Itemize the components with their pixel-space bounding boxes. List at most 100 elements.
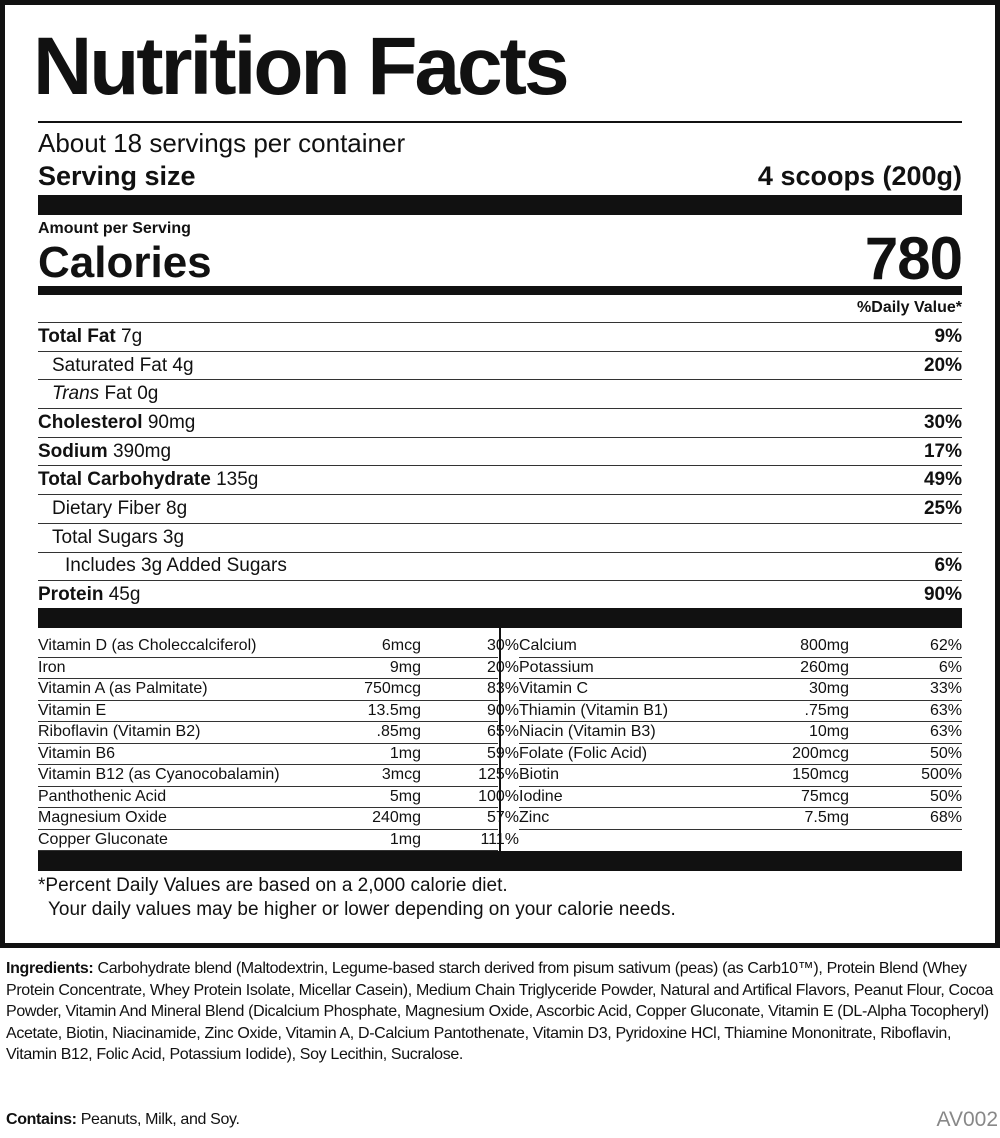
label-title: Nutrition Facts [33,21,570,112]
daily-value-header: %Daily Value* [857,299,962,316]
vitamin-name: Vitamin C [519,680,589,697]
nutrient-name: Total Fat [38,325,116,347]
nutrient-amount: 8g [166,497,188,519]
divider [38,121,962,123]
vitamin-daily-value: 62% [929,637,962,654]
vitamin-name: Vitamin E [38,701,107,719]
nutrient-row: Trans Fat 0g [38,379,962,408]
nutrient-daily-value: 25% [923,497,962,519]
footnote-line-1: *Percent Daily Values are based on a 2,0… [38,875,508,896]
product-code: AV002 [936,1108,999,1131]
nutrient-amount: 3g [162,526,185,548]
nutrient-name: Includes 3g Added Sugars [65,555,287,577]
vitamin-daily-value: 20% [486,658,519,676]
vitamin-row: Copper Gluconate1mg111% [38,830,519,851]
vitamin-row: Vitamin A (as Palmitate) 750mcg 83% [38,679,519,701]
vitamin-name: Riboflavin (Vitamin B2) [38,723,201,740]
vitamin-amount: 13.5mg [367,701,421,719]
vitamin-row: Iodine 75mcg 50% [519,787,962,808]
vitamin-name: Biotin [519,766,560,783]
nutrient-name: Trans [52,383,100,405]
vitamin-name: Magnesium Oxide [38,809,167,826]
nutrient-list: Total Fat 7g 9% Saturated Fat 4g 20% Trans F… [38,322,962,609]
thick-divider [38,195,962,215]
servings-per-container: About 18 servings per container [38,128,406,158]
serving-size-row: Serving size 4 scoops (200g) [38,160,962,192]
vitamin-row: Biotin 150mcg 500% [519,765,962,787]
nutrient-daily-value: 9% [934,325,962,347]
nutrient-row: Sodium 390mg 17% [38,436,962,466]
serving-size-label: Serving size [38,161,196,191]
nutrient-name-suffix: Fat [104,383,132,405]
ingredients-label: Ingredients: [6,960,94,977]
calories-value: 780 [864,225,963,292]
nutrient-daily-value: 6% [934,555,962,577]
vitamin-row: Calcium 800mg 62% [519,636,962,658]
medium-divider [38,286,962,295]
vitamin-row: Folate (Folic Acid) 200mcg 50% [519,744,962,765]
nutrient-name-group: Includes 3g Added Sugars [38,555,287,577]
vitamin-name: Niacin (Vitamin B3) [519,723,656,740]
vitamin-daily-value: 63% [929,701,962,719]
vitamin-amount: 1mg [389,830,421,848]
nutrient-name-group: Total Carbohydrate 135g [38,469,258,491]
vitamin-amount: 7.5mg [804,809,849,826]
nutrient-row: Cholesterol 90mg 30% [38,408,962,437]
nutrient-name: Dietary Fiber [52,497,161,519]
nutrient-name-group: Trans Fat 0g [38,383,158,405]
vitamins-right-column: Calcium 800mg 62% Potassium 260mg 6% Vitamin C… [519,636,962,830]
vitamin-row: Vitamin B6 1mg 59% [38,744,519,765]
nutrient-name: Protein [38,584,104,606]
vitamin-daily-value: 33% [929,680,962,697]
vitamin-amount: .85mg [376,723,421,740]
nutrient-daily-value: 30% [923,411,962,433]
vitamin-daily-value: 65% [486,723,519,740]
thick-divider [38,608,962,628]
nutrient-amount: 7g [121,325,143,347]
nutrient-row: Includes 3g Added Sugars 6% [38,551,962,581]
vitamin-amount: 260mg [800,658,849,676]
serving-size-value: 4 scoops (200g) [757,161,962,191]
footnote-line-2: Your daily values may be higher or lower… [48,899,676,920]
nutrient-name-group: Protein 45g [38,584,140,606]
vitamin-daily-value: 83% [486,680,519,697]
nutrition-facts-panel [0,0,1000,948]
vitamin-name: Thiamin (Vitamin B1) [519,701,669,719]
vitamin-row: Vitamin E 13.5mg 90% [38,701,519,722]
ingredients: Ingredients: Carbohydrate blend (Maltode… [6,958,996,1066]
nutrient-daily-value: 90% [923,584,962,606]
vitamin-amount: 75mcg [800,787,849,805]
nutrient-name: Sodium [38,440,108,462]
vitamin-name: Iron [38,658,66,676]
ingredients-text: Carbohydrate blend (Maltodextrin, Legume… [6,960,994,1064]
nutrient-daily-value: 20% [923,354,962,376]
nutrient-amount: 90mg [147,411,196,433]
vitamin-name: Vitamin B6 [38,744,116,762]
footnote: *Percent Daily Values are based on a 2,0… [38,874,676,922]
vitamin-amount: 6mcg [381,637,421,654]
vitamin-name: Zinc [519,809,550,826]
column-divider [499,628,501,851]
vitamin-daily-value: 63% [929,723,962,740]
vitamin-daily-value: 59% [486,744,519,762]
vitamin-row: Thiamin (Vitamin B1) .75mg 63% [519,701,962,722]
nutrient-name-group: Total Fat 7g [38,326,142,348]
nutrient-daily-value: 17% [923,440,962,462]
vitamin-amount: 750mcg [364,680,421,697]
thick-divider [38,851,962,871]
vitamin-row: Potassium 260mg 6% [519,658,962,679]
nutrient-name: Total Sugars [52,526,158,548]
nutrient-amount: 0g [137,383,159,405]
vitamin-name: Vitamin D (as Choleccalciferol) [38,637,257,654]
contains-label: Contains: [6,1111,77,1128]
nutrient-row: Protein 45g 90% [38,580,962,609]
nutrient-name-group: Dietary Fiber 8g [38,498,187,520]
vitamin-amount: 200mcg [792,744,849,762]
nutrient-row: Total Fat 7g 9% [38,322,962,351]
vitamin-amount: 800mg [800,637,849,654]
nutrient-row: Saturated Fat 4g 20% [38,350,962,380]
nutrient-amount: 45g [108,584,141,606]
contains: Contains: Peanuts, Milk, and Soy. [6,1111,240,1129]
vitamin-daily-value: 50% [929,787,962,805]
vitamin-daily-value: 50% [929,744,962,762]
